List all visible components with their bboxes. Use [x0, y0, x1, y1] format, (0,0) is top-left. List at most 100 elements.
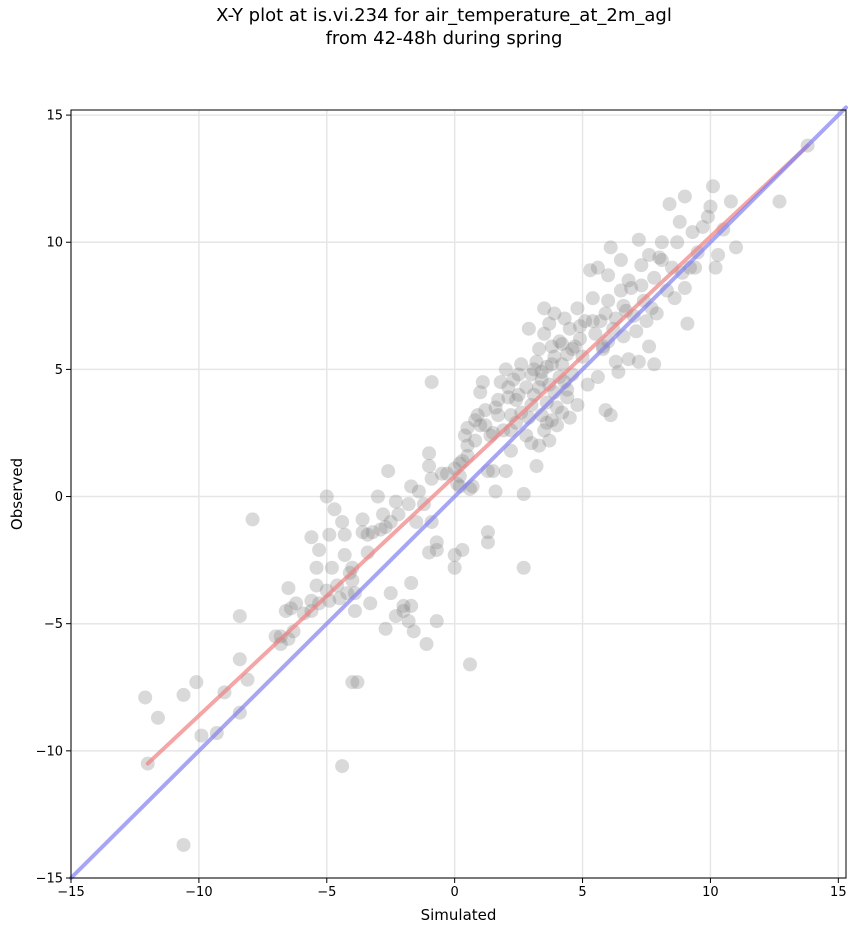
data-point	[662, 197, 677, 212]
data-point	[488, 400, 503, 415]
data-point	[621, 352, 636, 367]
data-point	[549, 400, 564, 415]
data-point	[539, 415, 554, 430]
data-point	[547, 349, 562, 364]
data-point	[491, 392, 506, 407]
data-point	[422, 446, 437, 461]
data-point	[404, 598, 419, 613]
data-point	[552, 334, 567, 349]
data-point	[611, 364, 626, 379]
data-point	[642, 247, 657, 262]
data-point	[654, 253, 669, 268]
data-point	[373, 522, 388, 537]
data-point	[509, 392, 524, 407]
data-point	[475, 375, 490, 390]
data-point	[189, 675, 204, 690]
data-point	[621, 273, 636, 288]
data-point	[447, 548, 462, 563]
data-point	[652, 250, 667, 265]
data-point	[383, 514, 398, 529]
data-point	[700, 209, 715, 224]
x-tick-label: 15	[830, 885, 847, 900]
data-point	[422, 545, 437, 560]
data-point	[608, 354, 623, 369]
axis-ticks: −15 −10 −5 0 5 10 15 −15 −10 −5 0 5 10 15	[36, 109, 847, 900]
data-point	[463, 657, 478, 672]
data-point	[542, 316, 557, 331]
x-tick-label: 10	[702, 885, 719, 900]
data-point	[572, 319, 587, 334]
data-point	[544, 413, 559, 428]
data-point	[365, 525, 380, 540]
data-point	[370, 489, 385, 504]
data-point	[772, 194, 787, 209]
data-point	[629, 324, 644, 339]
data-point	[544, 357, 559, 372]
data-point	[376, 507, 391, 522]
data-point	[588, 326, 603, 341]
data-point	[424, 471, 439, 486]
data-point	[570, 301, 585, 316]
data-point	[511, 387, 526, 402]
data-point	[468, 433, 483, 448]
data-point	[590, 370, 605, 385]
data-point	[557, 311, 572, 326]
data-point	[516, 560, 531, 575]
data-point	[590, 260, 605, 275]
data-point	[501, 390, 516, 405]
data-point	[460, 420, 475, 435]
data-point	[532, 380, 547, 395]
data-point	[289, 596, 304, 611]
x-tick-label: 5	[578, 885, 586, 900]
data-point	[631, 354, 646, 369]
data-point	[245, 512, 260, 527]
data-point	[688, 260, 703, 275]
data-point	[337, 548, 352, 563]
data-point	[511, 367, 526, 382]
data-point	[613, 283, 628, 298]
y-tick-label: −5	[44, 617, 63, 632]
data-point	[363, 596, 378, 611]
data-point	[585, 291, 600, 306]
data-point	[616, 298, 631, 313]
data-point	[524, 367, 539, 382]
data-point	[534, 364, 549, 379]
data-point	[480, 535, 495, 550]
data-point	[401, 614, 416, 629]
data-point	[555, 336, 570, 351]
data-point	[634, 278, 649, 293]
x-tick-label: −10	[185, 885, 212, 900]
data-point	[396, 598, 411, 613]
data-point	[493, 375, 508, 390]
data-point	[555, 405, 570, 420]
chart-title-line-1: X-Y plot at is.vi.234 for air_temperatur…	[216, 5, 672, 26]
data-point	[327, 502, 342, 517]
data-point	[404, 479, 419, 494]
data-point	[283, 601, 298, 616]
data-point	[549, 418, 564, 433]
data-point	[319, 489, 334, 504]
data-point	[631, 232, 646, 247]
data-point	[539, 359, 554, 374]
data-point	[281, 581, 296, 596]
data-point	[378, 520, 393, 535]
data-point	[498, 362, 513, 377]
data-point	[429, 542, 444, 557]
data-point	[642, 339, 657, 354]
data-point	[232, 652, 247, 667]
data-point	[580, 377, 595, 392]
data-point	[455, 542, 470, 557]
data-point	[521, 321, 536, 336]
data-point	[296, 606, 311, 621]
data-point	[529, 459, 544, 474]
data-point	[613, 253, 628, 268]
data-point	[603, 240, 618, 255]
data-point	[473, 385, 488, 400]
data-point	[667, 291, 682, 306]
data-point	[639, 314, 654, 329]
data-point	[654, 235, 669, 250]
data-point	[542, 433, 557, 448]
data-point	[555, 357, 570, 372]
data-point	[598, 403, 613, 418]
data-point	[560, 390, 575, 405]
